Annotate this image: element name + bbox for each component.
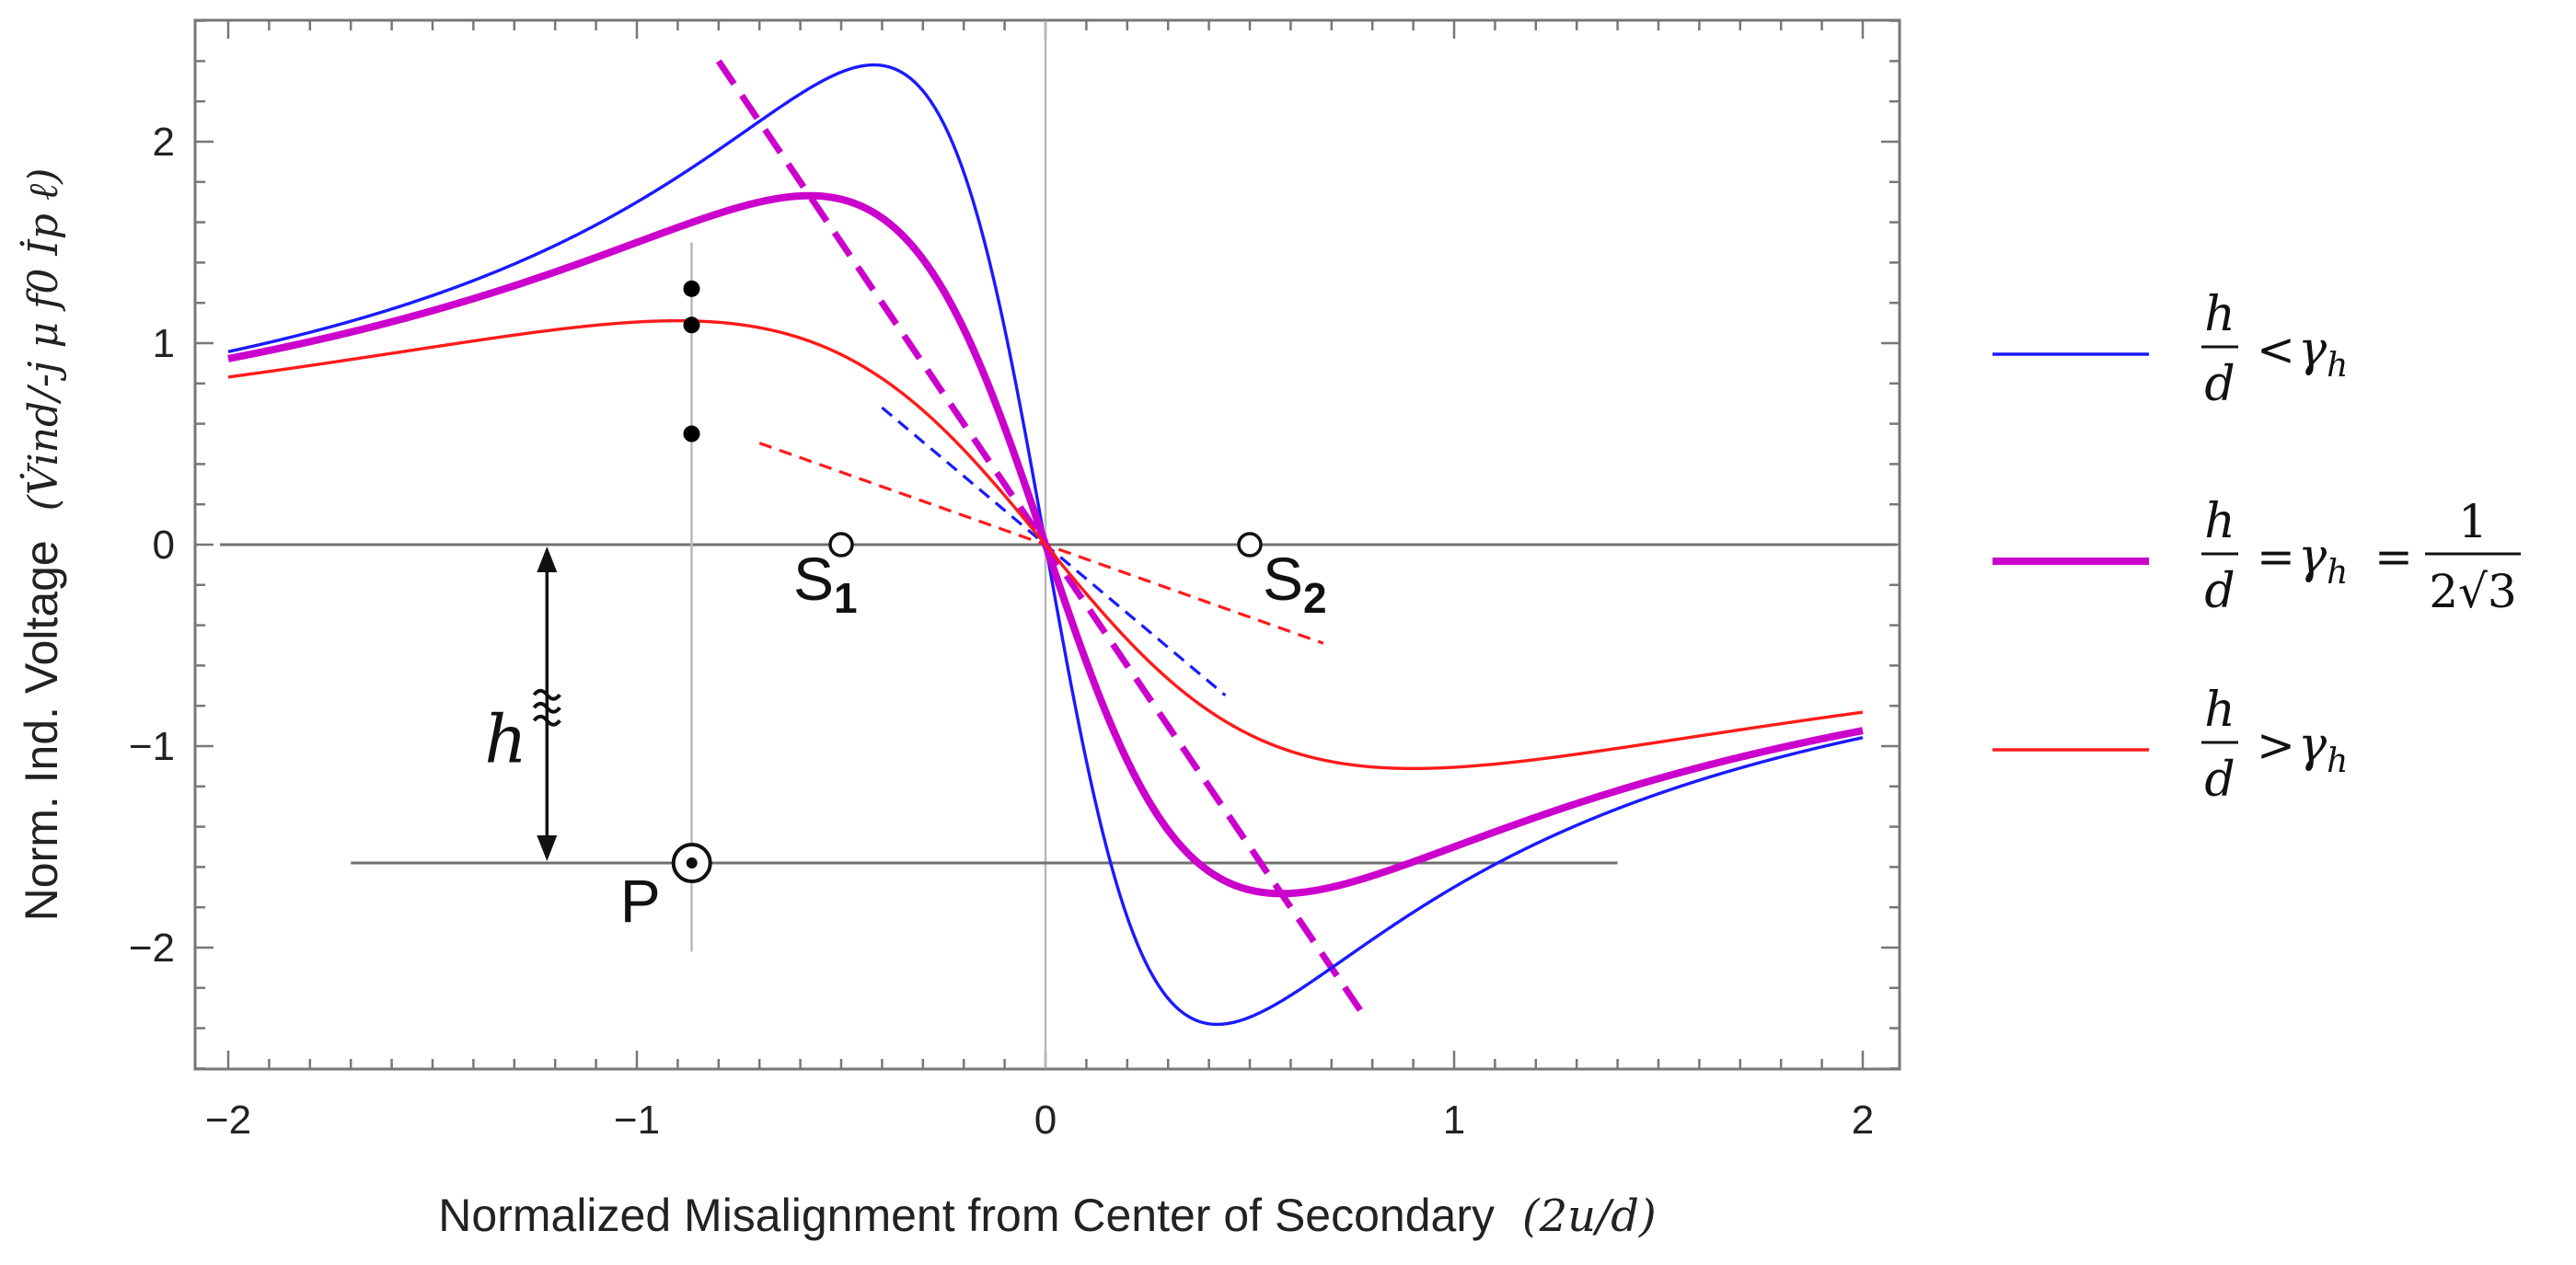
legend-gamma-symbol: γ — [2298, 529, 2328, 584]
legend-gamma-symbol: γ — [2298, 322, 2328, 377]
series-line — [227, 318, 1864, 771]
legend-gamma-symbol: γ — [2298, 718, 2328, 773]
x-axis-title: Normalized Misalignment from Center of S… — [438, 1190, 1656, 1242]
scale-break-mark — [532, 688, 561, 727]
x-tick-label: 1 — [1443, 1098, 1465, 1143]
legend-relation: < — [2257, 323, 2295, 376]
y-tick-label: −2 — [129, 926, 175, 971]
y-axis-title-math: (V̇ind/-j μ f0 İp ℓ) — [18, 168, 67, 512]
h-arrow-head-down — [537, 835, 558, 862]
legend-gamma: γh — [2298, 322, 2348, 385]
y-axis-title: Norm. Ind. Voltage (V̇ind/-j μ f0 İp ℓ) — [16, 168, 67, 922]
legend-relation: = — [2257, 530, 2295, 583]
source-label: S1 — [793, 545, 858, 622]
reference-lines — [220, 20, 1896, 1069]
x-tick-label: 0 — [1034, 1098, 1057, 1143]
y-tick-label: 2 — [153, 120, 175, 165]
legend-gamma-sub: h — [2327, 742, 2348, 780]
legend-frac-den: d — [2204, 753, 2235, 808]
tick-marks — [195, 19, 1900, 1070]
y-tick-label: 1 — [153, 321, 175, 366]
marked-point — [683, 316, 700, 334]
x-tick-labels: −2 −1 0 1 2 — [205, 1098, 1874, 1143]
x-tick-label: −2 — [205, 1098, 251, 1143]
legend-frac-den: d — [2204, 564, 2235, 619]
source-label-main: S — [1263, 545, 1303, 613]
x-tick-label: 2 — [1852, 1098, 1874, 1143]
legend-frac-num: h — [2204, 494, 2235, 549]
x-axis-title-text: Normalized Misalignment from Center of S… — [438, 1190, 1495, 1241]
legend-frac-num: h — [2204, 683, 2235, 738]
legend-gamma-sub: h — [2327, 554, 2348, 592]
legend-gamma: γh — [2298, 718, 2348, 780]
legend-frac-num: h — [2204, 287, 2235, 342]
marked-point — [683, 425, 700, 443]
legend-gamma: γh — [2298, 529, 2348, 592]
legend-value-den: 2√3 — [2429, 565, 2516, 618]
h-label: h — [484, 701, 526, 778]
tangent-line — [715, 59, 1368, 1018]
y-tick-labels: −2 −1 0 1 2 — [129, 120, 175, 971]
y-axis-title-text: Norm. Ind. Voltage — [16, 540, 67, 921]
dot-circle-center — [686, 857, 698, 869]
y-tick-label: −1 — [129, 724, 175, 769]
legend-value-num: 1 — [2458, 495, 2488, 548]
legend-frac-den: d — [2204, 357, 2235, 412]
open-circle-marker — [828, 532, 854, 558]
source-label-sub: 1 — [834, 574, 858, 622]
legend-relation: > — [2257, 719, 2295, 772]
x-axis-title-math: (2u/d) — [1522, 1190, 1657, 1242]
source-label-sub: 2 — [1303, 574, 1327, 622]
legend-relation-2: = — [2374, 530, 2413, 583]
marked-points — [683, 280, 700, 443]
y-tick-label: 0 — [153, 523, 175, 568]
x-tick-label: −1 — [614, 1098, 660, 1143]
open-circle-marker — [1237, 532, 1263, 558]
marked-point — [683, 280, 700, 297]
source-label-main: S — [793, 545, 834, 613]
legend-gamma-sub: h — [2327, 347, 2348, 385]
h-arrow-head-up — [537, 546, 558, 572]
source-label: S2 — [1263, 545, 1327, 622]
point-p-label: P — [620, 867, 661, 935]
curves — [225, 63, 1866, 1027]
